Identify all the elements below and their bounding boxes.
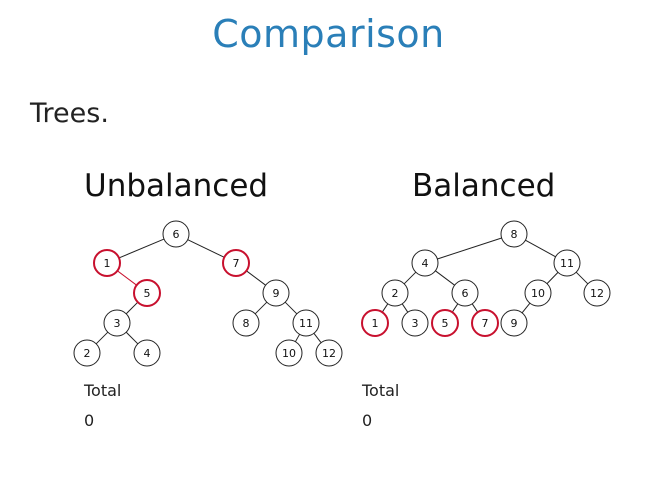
tree-node-label-1: 1	[372, 317, 379, 330]
tree-node-2	[73, 339, 101, 367]
tree-node-label-5: 5	[442, 317, 449, 330]
tree-node-label-12: 12	[322, 347, 336, 360]
balanced-total-label: Total	[362, 381, 400, 400]
tree-edge-3-4	[125, 331, 139, 345]
tree-node-label-3: 3	[412, 317, 419, 330]
tree-node-label-9: 9	[511, 317, 518, 330]
unbalanced-tree-title: Unbalanced	[84, 168, 269, 204]
tree-node-4	[411, 249, 439, 277]
tree-edge-11-12	[575, 271, 589, 285]
tree-node-8	[500, 220, 528, 248]
tree-edge-10-9	[521, 302, 531, 314]
tree-edge-6-5	[451, 303, 459, 313]
tree-node-label-6: 6	[462, 287, 469, 300]
tree-node-label-7: 7	[233, 257, 240, 270]
tree-node-9	[500, 309, 528, 337]
tree-edge-8-11	[525, 239, 556, 258]
tree-node-label-5: 5	[144, 287, 151, 300]
tree-node-7	[471, 309, 499, 337]
tree-node-label-4: 4	[144, 347, 151, 360]
tree-node-8	[232, 309, 260, 337]
tree-node-label-8: 8	[243, 317, 250, 330]
tree-edge-2-1	[381, 303, 389, 313]
tree-node-9	[262, 279, 290, 307]
tree-node-5	[431, 309, 459, 337]
tree-node-label-10: 10	[531, 287, 545, 300]
tree-node-7	[222, 249, 250, 277]
tree-edge-6-7	[471, 303, 479, 313]
tree-edge-3-2	[95, 331, 109, 345]
tree-edge-4-2	[403, 271, 417, 285]
unbalanced-total-label: Total	[84, 381, 122, 400]
tree-node-label-7: 7	[482, 317, 489, 330]
slide-subtitle: Trees.	[30, 98, 109, 129]
tree-edge-2-3	[401, 303, 409, 313]
tree-node-label-12: 12	[590, 287, 604, 300]
tree-node-11	[553, 249, 581, 277]
tree-node-11	[292, 309, 320, 337]
tree-node-2	[381, 279, 409, 307]
tree-edge-9-8	[254, 301, 268, 315]
balanced-tree-title: Balanced	[412, 168, 556, 204]
slide-title: Comparison	[212, 12, 445, 56]
balanced-total-value: 0	[362, 411, 373, 430]
tree-node-12	[583, 279, 611, 307]
tree-node-label-2: 2	[84, 347, 91, 360]
tree-node-label-4: 4	[422, 257, 429, 270]
tree-node-3	[401, 309, 429, 337]
tree-edge-8-4	[437, 237, 502, 260]
tree-node-label-6: 6	[173, 228, 180, 241]
tree-node-1	[361, 309, 389, 337]
tree-edge-6-1	[118, 238, 165, 259]
tree-node-12	[315, 339, 343, 367]
tree-node-label-8: 8	[511, 228, 518, 241]
tree-node-label-3: 3	[114, 317, 121, 330]
tree-edge-11-10	[546, 271, 559, 285]
tree-edge-7-9	[246, 270, 266, 286]
tree-edge-1-5	[117, 270, 137, 286]
tree-node-6	[162, 220, 190, 248]
tree-edge-5-3	[125, 301, 139, 315]
tree-node-3	[103, 309, 131, 337]
tree-edge-6-7	[187, 239, 225, 258]
tree-node-label-11: 11	[560, 257, 574, 270]
tree-node-label-9: 9	[273, 287, 280, 300]
tree-node-label-2: 2	[392, 287, 399, 300]
tree-edge-4-6	[435, 270, 455, 286]
tree-node-label-10: 10	[282, 347, 296, 360]
tree-node-5	[133, 279, 161, 307]
tree-edge-9-11	[284, 301, 298, 315]
tree-node-10	[275, 339, 303, 367]
tree-node-4	[133, 339, 161, 367]
tree-node-10	[524, 279, 552, 307]
unbalanced-total-value: 0	[84, 411, 95, 430]
tree-edge-11-12	[313, 333, 322, 343]
tree-node-6	[451, 279, 479, 307]
tree-node-1	[93, 249, 121, 277]
tree-node-label-11: 11	[299, 317, 313, 330]
tree-edge-11-10	[294, 334, 301, 342]
tree-node-label-1: 1	[104, 257, 111, 270]
